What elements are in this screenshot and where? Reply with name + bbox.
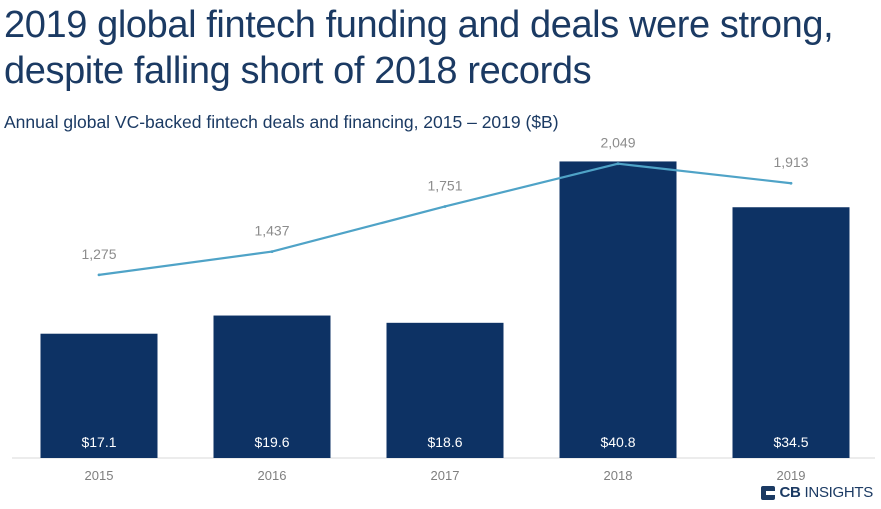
title-line-2: despite falling short of 2018 records (4, 50, 592, 92)
bar-2017 (386, 322, 504, 458)
x-tick-2018: 2018 (604, 468, 633, 483)
line-label-2017: 1,751 (427, 177, 462, 193)
title-line-1: 2019 global fintech funding and deals we… (4, 4, 834, 46)
bar-label-2016: $19.6 (254, 434, 289, 450)
bar-2018 (559, 161, 677, 458)
deals-point-2017 (443, 205, 447, 208)
x-tick-2015: 2015 (85, 468, 114, 483)
x-tick-2016: 2016 (258, 468, 287, 483)
bar-label-2015: $17.1 (81, 434, 116, 450)
chart-subtitle: Annual global VC-backed fintech deals an… (4, 112, 559, 132)
deals-point-2015 (97, 273, 101, 277)
bar-2015 (40, 333, 158, 458)
line-label-2016: 1,437 (254, 223, 289, 239)
line-label-2015: 1,275 (81, 246, 116, 262)
deals-point-2018 (616, 162, 620, 166)
bar-2019 (732, 207, 850, 458)
line-label-2018: 2,049 (600, 135, 635, 151)
chart-title: 2019 global fintech funding and deals we… (4, 2, 874, 94)
x-tick-2017: 2017 (431, 468, 460, 483)
line-label-2019: 1,913 (773, 154, 808, 170)
deals-point-2019 (789, 181, 793, 185)
bar-label-2018: $40.8 (600, 434, 635, 450)
cb-insights-logo: CB INSIGHTS (761, 484, 873, 501)
logo-text-bold: CB (779, 484, 801, 501)
bar-label-2017: $18.6 (427, 434, 462, 450)
deals-point-2016 (270, 250, 274, 253)
bar-label-2019: $34.5 (773, 434, 808, 450)
x-tick-2019: 2019 (777, 468, 806, 483)
cb-insights-logo-icon (761, 485, 776, 500)
logo-text-light: INSIGHTS (804, 484, 874, 501)
bar-2016 (213, 315, 331, 458)
